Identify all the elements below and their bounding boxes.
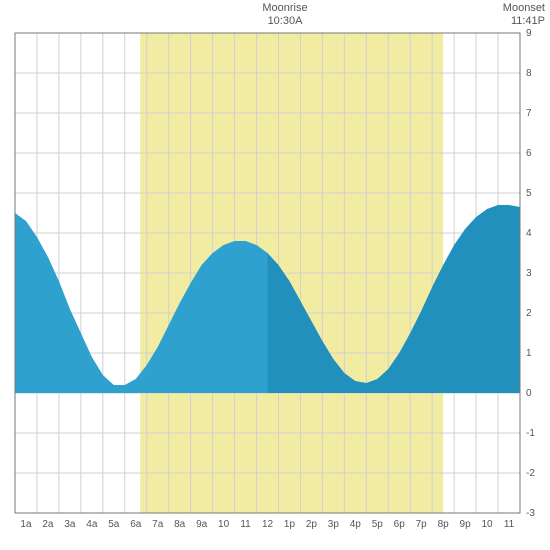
y-tick-label: -2 <box>526 468 535 479</box>
x-tick-label: 5p <box>372 519 384 530</box>
y-tick-label: 9 <box>526 28 532 39</box>
moonset-time: 11:41P <box>485 15 545 27</box>
y-tick-label: 8 <box>526 68 532 79</box>
y-tick-label: 5 <box>526 188 532 199</box>
x-tick-label: 10 <box>218 519 230 530</box>
x-tick-label: 8p <box>438 519 450 530</box>
y-tick-label: -1 <box>526 428 535 439</box>
tide-chart: -3-2-101234567891a2a3a4a5a6a7a8a9a101112… <box>0 0 550 550</box>
y-tick-label: 3 <box>526 268 532 279</box>
y-tick-label: 1 <box>526 348 532 359</box>
y-tick-label: 6 <box>526 148 532 159</box>
y-tick-label: 4 <box>526 228 532 239</box>
x-tick-label: 1p <box>284 519 296 530</box>
y-tick-label: -3 <box>526 508 535 519</box>
x-tick-label: 9p <box>460 519 472 530</box>
y-tick-label: 0 <box>526 388 532 399</box>
moonrise-time: 10:30A <box>245 15 325 27</box>
x-tick-label: 6a <box>130 519 142 530</box>
x-tick-label: 11 <box>240 519 251 530</box>
x-tick-label: 7p <box>416 519 428 530</box>
x-tick-label: 10 <box>482 519 494 530</box>
x-tick-label: 9a <box>196 519 208 530</box>
x-tick-label: 4a <box>86 519 98 530</box>
x-tick-label: 6p <box>394 519 406 530</box>
x-tick-label: 4p <box>350 519 362 530</box>
x-tick-label: 11 <box>504 519 515 530</box>
x-tick-label: 2p <box>306 519 318 530</box>
x-tick-label: 2a <box>42 519 54 530</box>
moonrise-label: Moonrise <box>245 2 325 14</box>
x-tick-label: 12 <box>262 519 274 530</box>
x-tick-label: 5a <box>108 519 120 530</box>
chart-svg: -3-2-101234567891a2a3a4a5a6a7a8a9a101112… <box>0 0 550 550</box>
x-tick-label: 3a <box>64 519 76 530</box>
x-tick-label: 1a <box>20 519 32 530</box>
x-tick-label: 3p <box>328 519 340 530</box>
x-tick-label: 7a <box>152 519 164 530</box>
y-tick-label: 7 <box>526 108 532 119</box>
moonset-label: Moonset <box>485 2 545 14</box>
y-tick-label: 2 <box>526 308 532 319</box>
x-tick-label: 8a <box>174 519 186 530</box>
